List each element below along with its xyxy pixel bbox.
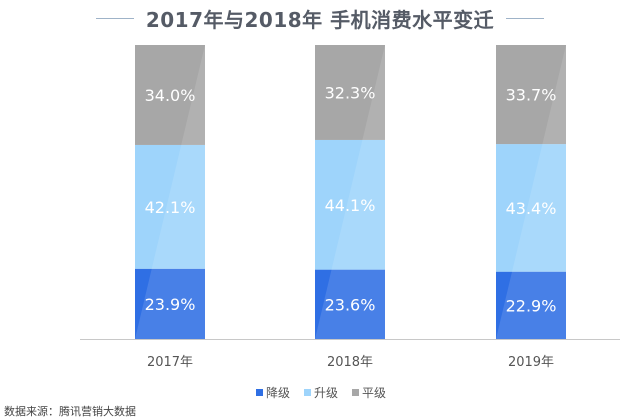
data-label-decline: 22.9% bbox=[506, 296, 557, 315]
x-tick-label: 2018年 bbox=[327, 355, 373, 370]
bar-segment-upgrade bbox=[315, 139, 385, 270]
bar-segment-upgrade bbox=[135, 144, 205, 269]
data-label-flat: 34.0% bbox=[145, 86, 196, 105]
bar-segment-flat bbox=[135, 45, 205, 145]
title-right-line bbox=[506, 17, 545, 19]
data-label-flat: 33.7% bbox=[506, 86, 557, 105]
bar-segment-flat bbox=[315, 45, 385, 140]
chart-title-bar: 2017年与2018年 手机消费水平变迁 bbox=[0, 0, 640, 36]
x-tick-label: 2017年 bbox=[147, 355, 193, 370]
bar-segment-flat bbox=[496, 45, 566, 145]
data-label-upgrade: 43.4% bbox=[506, 199, 557, 218]
bar-segment-upgrade bbox=[496, 144, 566, 272]
data-label-upgrade: 42.1% bbox=[145, 198, 196, 217]
bar-segment-decline bbox=[135, 268, 205, 339]
legend-swatch-flat bbox=[352, 389, 359, 396]
title-left-line bbox=[95, 17, 134, 19]
legend: 降级 升级 平级 bbox=[0, 384, 640, 401]
bar-sheen bbox=[135, 45, 205, 339]
data-label-flat: 32.3% bbox=[325, 83, 376, 102]
bar-sheen bbox=[315, 45, 385, 339]
bar-segment-decline bbox=[315, 269, 385, 339]
bar-segment-decline bbox=[496, 271, 566, 339]
bar-sheen bbox=[496, 45, 566, 339]
data-label-decline: 23.6% bbox=[325, 295, 376, 314]
legend-label-decline: 降级 bbox=[265, 386, 290, 400]
legend-item-upgrade: 升级 bbox=[303, 384, 338, 401]
legend-label-flat: 平级 bbox=[362, 386, 387, 400]
legend-item-flat: 平级 bbox=[352, 384, 386, 401]
chart-title: 2017年与2018年 手机消费水平变迁 bbox=[145, 7, 495, 32]
x-tick-label: 2019年 bbox=[508, 355, 554, 370]
data-source: 数据来源：腾讯营销大数据 bbox=[4, 405, 136, 418]
legend-swatch-upgrade bbox=[303, 389, 311, 396]
legend-swatch-decline bbox=[255, 389, 263, 396]
legend-item-decline: 降级 bbox=[255, 384, 290, 401]
legend-label-upgrade: 升级 bbox=[313, 386, 338, 400]
data-label-upgrade: 44.1% bbox=[325, 196, 376, 215]
data-label-decline: 23.9% bbox=[145, 295, 196, 314]
